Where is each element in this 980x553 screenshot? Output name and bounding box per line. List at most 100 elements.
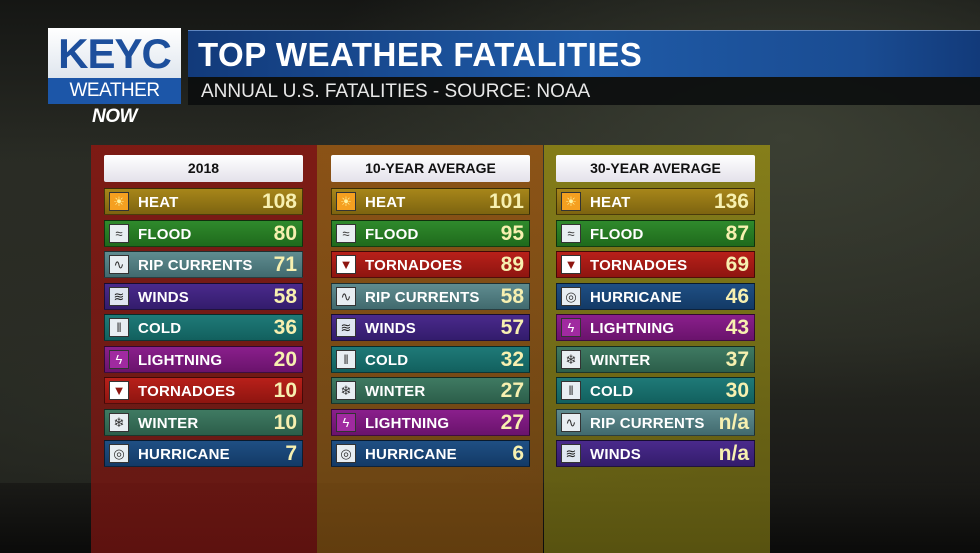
row-value: 58 [273,284,297,308]
row-label: HURRICANE [138,446,230,463]
logo-weather: WEATHER [69,80,160,101]
table-row: ▼ TORNADOES 10 [104,377,303,404]
column-10-year-average: 10-YEAR AVERAGE ☀ HEAT 101 ≈ FLOOD 95 ▼ TORNADO… [331,155,530,472]
column-heading: 10-YEAR AVERAGE [331,155,530,182]
row-value: 108 [261,190,297,213]
lightning-icon: ϟ [336,412,356,432]
table-row: ❄ WINTER 27 [331,377,530,404]
table-row: ≈ FLOOD 95 [331,219,530,247]
subtitle-bar: ANNUAL U.S. FATALITIES - SOURCE: NOAA [188,77,980,105]
lightning-icon: ϟ [109,349,129,369]
station-logo: KEYC WEATHER NOW [48,28,181,127]
row-label: FLOOD [590,225,644,243]
row-label: WINDS [138,288,189,306]
lightning-icon: ϟ [561,318,581,337]
table-row: ◎ HURRICANE 6 [331,440,530,467]
hurricane-icon: ◎ [109,444,129,463]
tornado-icon: ▼ [109,381,129,400]
table-row: ϟ LIGHTNING 20 [104,345,303,373]
row-label: COLD [138,320,182,337]
logo-now: NOW [92,106,137,127]
row-label: WINDS [590,446,641,463]
column-2018: 2018 ☀ HEAT 108 ≈ FLOOD 80 ∿ RIP CURRENTS 71 ≋ WIN… [104,155,303,472]
row-label: HEAT [138,194,179,211]
tornado-icon: ▼ [561,255,581,274]
sun-icon: ☀ [561,192,581,211]
snowflake-icon: ❄ [561,349,581,369]
table-row: ≈ FLOOD 80 [104,219,303,247]
row-value: 37 [725,347,749,371]
row-value: 101 [488,190,524,213]
table-row: ϟ LIGHTNING 27 [331,408,530,436]
row-value: n/a [718,410,749,434]
row-value: 87 [725,221,749,245]
row-value: 80 [273,221,297,245]
table-row: ▼ TORNADOES 89 [331,251,530,278]
page-title: TOP WEATHER FATALITIES [198,36,643,73]
snowflake-icon: ❄ [336,381,356,400]
row-label: HURRICANE [590,288,682,306]
row-value: 95 [500,221,524,245]
row-value: 89 [500,253,524,276]
table-row: ‖ COLD 36 [104,314,303,341]
table-row: ◎ HURRICANE 46 [556,282,755,310]
table-row: ❄ WINTER 10 [104,408,303,436]
logo-callsign: KEYC [48,28,181,78]
row-label: RIP CURRENTS [590,414,705,432]
flood-icon: ≈ [109,223,129,243]
row-value: 20 [273,347,297,371]
column-30-year-average: 30-YEAR AVERAGE ☀ HEAT 136 ≈ FLOOD 87 ▼ TORNADO… [556,155,755,472]
title-bar: TOP WEATHER FATALITIES [188,30,980,77]
row-label: RIP CURRENTS [138,257,253,274]
wave-icon: ∿ [561,412,581,432]
table-row: ∿ RIP CURRENTS 71 [104,251,303,278]
row-label: WINTER [365,383,426,400]
table-row: ‖ COLD 30 [556,377,755,404]
row-value: 136 [713,190,749,213]
row-value: 36 [273,316,297,339]
hurricane-icon: ◎ [336,444,356,463]
row-label: COLD [590,383,634,400]
row-label: LIGHTNING [590,320,675,337]
row-label: TORNADOES [590,257,688,274]
table-row: ≋ WINDS 57 [331,314,530,341]
row-label: LIGHTNING [138,351,223,369]
table-row: ▼ TORNADOES 69 [556,251,755,278]
row-value: 10 [273,410,297,434]
sun-icon: ☀ [336,192,356,211]
wave-icon: ∿ [336,286,356,306]
row-label: WINTER [590,351,651,369]
row-label: LIGHTNING [365,414,450,432]
sun-icon: ☀ [109,192,129,211]
row-label: HURRICANE [365,446,457,463]
table-row: ≋ WINDS n/a [556,440,755,467]
row-value: 30 [725,379,749,402]
row-label: TORNADOES [138,383,236,400]
table-row: ∿ RIP CURRENTS n/a [556,408,755,436]
row-value: 46 [725,284,749,308]
row-label: HEAT [590,194,631,211]
row-value: 43 [725,316,749,339]
row-value: 32 [500,347,524,371]
row-label: RIP CURRENTS [365,288,480,306]
wind-icon: ≋ [336,318,356,337]
row-label: COLD [365,351,409,369]
row-value: 71 [273,253,297,276]
wave-icon: ∿ [109,255,129,274]
row-label: TORNADOES [365,257,463,274]
table-row: ∿ RIP CURRENTS 58 [331,282,530,310]
tornado-icon: ▼ [336,255,356,274]
column-heading: 30-YEAR AVERAGE [556,155,755,182]
table-row: ≋ WINDS 58 [104,282,303,310]
flood-icon: ≈ [336,223,356,243]
snowflake-icon: ❄ [109,412,129,432]
row-label: WINDS [365,320,416,337]
row-value: 6 [512,442,524,465]
icicle-icon: ‖ [336,349,356,369]
logo-tagline: WEATHER NOW [48,78,181,127]
row-label: WINTER [138,414,199,432]
row-value: 10 [273,379,297,402]
table-row: ϟ LIGHTNING 43 [556,314,755,341]
page-subtitle: ANNUAL U.S. FATALITIES - SOURCE: NOAA [201,81,591,102]
table-row: ❄ WINTER 37 [556,345,755,373]
